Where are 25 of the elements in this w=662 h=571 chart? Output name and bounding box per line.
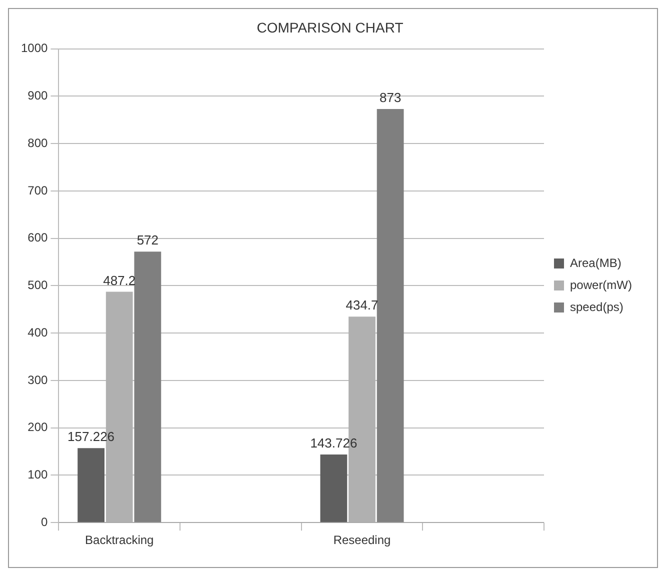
y-tick-label: 900 [28,88,48,102]
y-tick-label: 800 [28,136,48,150]
y-tick-label: 600 [28,230,48,245]
y-tick-label: 500 [28,278,48,292]
y-tick-label: 1000 [20,41,48,56]
data-label: 873 [379,90,402,106]
bar [320,454,348,522]
bar [78,448,104,522]
legend-label: Area(MB) [570,256,622,270]
x-tick-label: Reseeding [333,533,391,548]
legend-label: speed(ps) [570,300,624,314]
y-tick-label: 100 [28,468,48,482]
bar [134,252,162,522]
legend-label: power(mW) [570,278,632,292]
data-label: 572 [136,232,159,248]
data-label: 157.226 [68,429,115,444]
y-tick-label: 400 [28,325,48,340]
y-tick-label: 0 [41,514,48,529]
y-tick-label: 200 [28,420,48,434]
chart-title: COMPARISON CHART [256,19,404,36]
x-tick-label: Backtracking [85,533,154,548]
y-tick-label: 700 [28,183,48,198]
data-label: 143.726 [310,436,358,451]
bar [376,108,404,522]
y-tick-label: 300 [28,372,48,387]
